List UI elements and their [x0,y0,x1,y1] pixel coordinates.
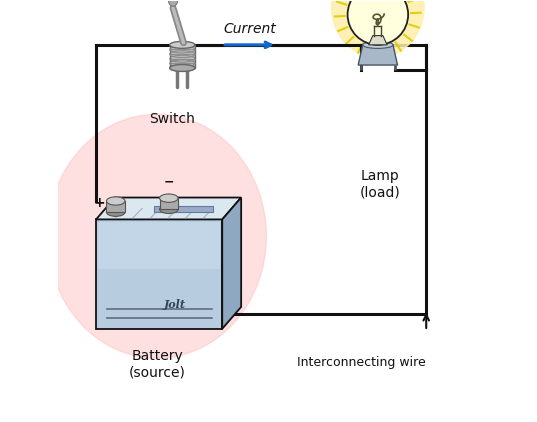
FancyBboxPatch shape [98,222,220,269]
Text: −: − [164,176,174,189]
Polygon shape [358,45,397,65]
Text: Jolt: Jolt [163,299,185,310]
Ellipse shape [331,0,424,57]
Text: Battery
(source): Battery (source) [128,349,185,379]
Ellipse shape [170,41,195,49]
Polygon shape [368,35,387,45]
Ellipse shape [48,114,266,358]
Ellipse shape [106,197,125,205]
Polygon shape [222,197,241,329]
Text: +: + [93,196,105,210]
FancyBboxPatch shape [106,201,125,212]
Text: Switch: Switch [149,112,195,126]
Ellipse shape [159,194,178,202]
Text: Current: Current [223,22,276,36]
Text: Interconnecting wire: Interconnecting wire [296,356,425,369]
Ellipse shape [169,0,178,6]
FancyBboxPatch shape [96,219,222,329]
FancyBboxPatch shape [159,198,178,209]
Ellipse shape [106,208,125,216]
Ellipse shape [173,0,176,1]
Ellipse shape [159,205,178,214]
Ellipse shape [362,41,393,49]
Polygon shape [154,206,213,212]
Polygon shape [96,197,241,219]
Text: Lamp
(load): Lamp (load) [360,169,401,199]
Circle shape [347,0,408,45]
Ellipse shape [170,65,195,71]
FancyBboxPatch shape [170,45,195,68]
